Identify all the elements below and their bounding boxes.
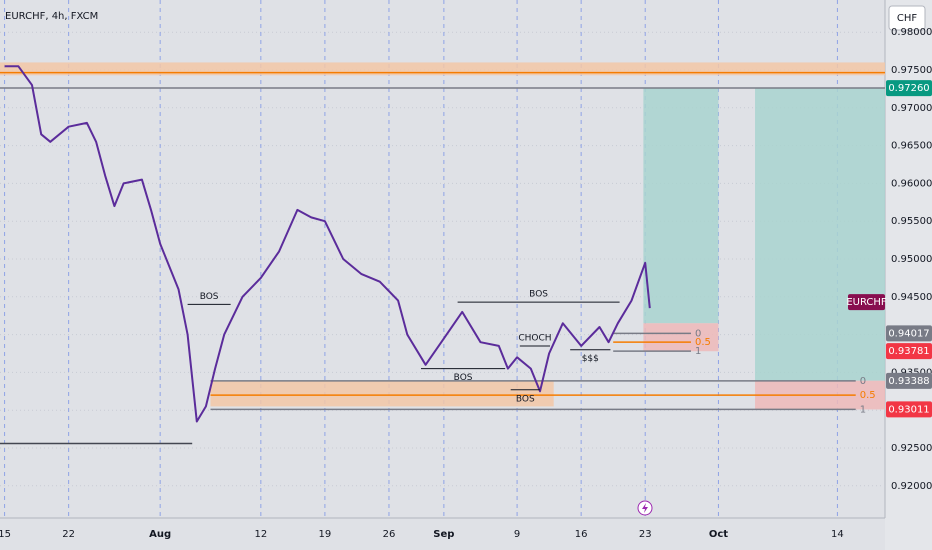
y-tick-label: 0.98000 (891, 27, 932, 38)
y-tick-label: 0.96500 (891, 141, 932, 152)
fib-label: 1 (695, 346, 701, 357)
y-tick-label: 0.96000 (891, 178, 932, 189)
price-tag-label: 0.93388 (888, 376, 929, 387)
x-tick-label: 14 (831, 529, 844, 540)
fib-label: 0.5 (860, 390, 876, 401)
price-tag-label: 0.94017 (888, 328, 929, 339)
currency-button[interactable] (888, 5, 926, 31)
y-tick-label: 0.92000 (891, 481, 932, 492)
x-tick-label: 12 (254, 529, 267, 540)
x-tick-label: 19 (319, 529, 332, 540)
structure-label: BOS (516, 394, 535, 404)
currency-label[interactable]: CHF (897, 13, 918, 24)
x-tick-label: Sep (433, 529, 454, 540)
structure-label: $$$ (582, 354, 599, 364)
price-tag (886, 343, 932, 360)
y-tick-label: 0.97000 (891, 103, 932, 114)
structure-label: BOS (200, 292, 219, 302)
zone (755, 88, 885, 381)
fib-label: 0 (860, 376, 866, 387)
event-icon-bolt (642, 503, 648, 513)
y-tick-label: 0.95000 (891, 254, 932, 265)
y-tick-label: 0.95500 (891, 216, 932, 227)
fib-label: 0 (695, 328, 701, 339)
x-tick-label: Oct (709, 529, 728, 540)
x-tick-label: 26 (383, 529, 396, 540)
y-tick-label: 0.97500 (891, 65, 932, 76)
price-tag-label: 0.97260 (888, 83, 929, 94)
price-tag (886, 80, 932, 97)
structure-label: CHOCH (518, 333, 551, 343)
price-line (4, 65, 651, 423)
structure-label: BOS (529, 290, 548, 300)
fib-label: 0.5 (695, 337, 711, 348)
x-tick-label: Aug (149, 529, 171, 540)
fib-label: 1 (860, 404, 866, 415)
price-tag (886, 372, 932, 389)
price-tag-label: 0.93011 (888, 404, 929, 415)
x-tick-label: 22 (62, 529, 75, 540)
y-tick-label: 0.94500 (891, 292, 932, 303)
x-tick-label: 9 (514, 529, 520, 540)
price-tag-label: EURCHF (846, 297, 887, 308)
chart-title: EURCHF, 4h, FXCM (5, 11, 98, 22)
price-tag (886, 401, 932, 418)
x-tick-label: 15 (0, 529, 11, 540)
zone (643, 88, 719, 324)
zone (643, 323, 719, 352)
price-tag (886, 325, 932, 342)
x-tick-label: 23 (639, 529, 652, 540)
y-tick-label: 0.92500 (891, 443, 932, 454)
structure-label: BOS (454, 373, 473, 383)
x-tick-label: 16 (575, 529, 588, 540)
price-tag-label: 0.93781 (888, 346, 929, 357)
price-tag (848, 294, 885, 311)
zone (210, 380, 554, 407)
